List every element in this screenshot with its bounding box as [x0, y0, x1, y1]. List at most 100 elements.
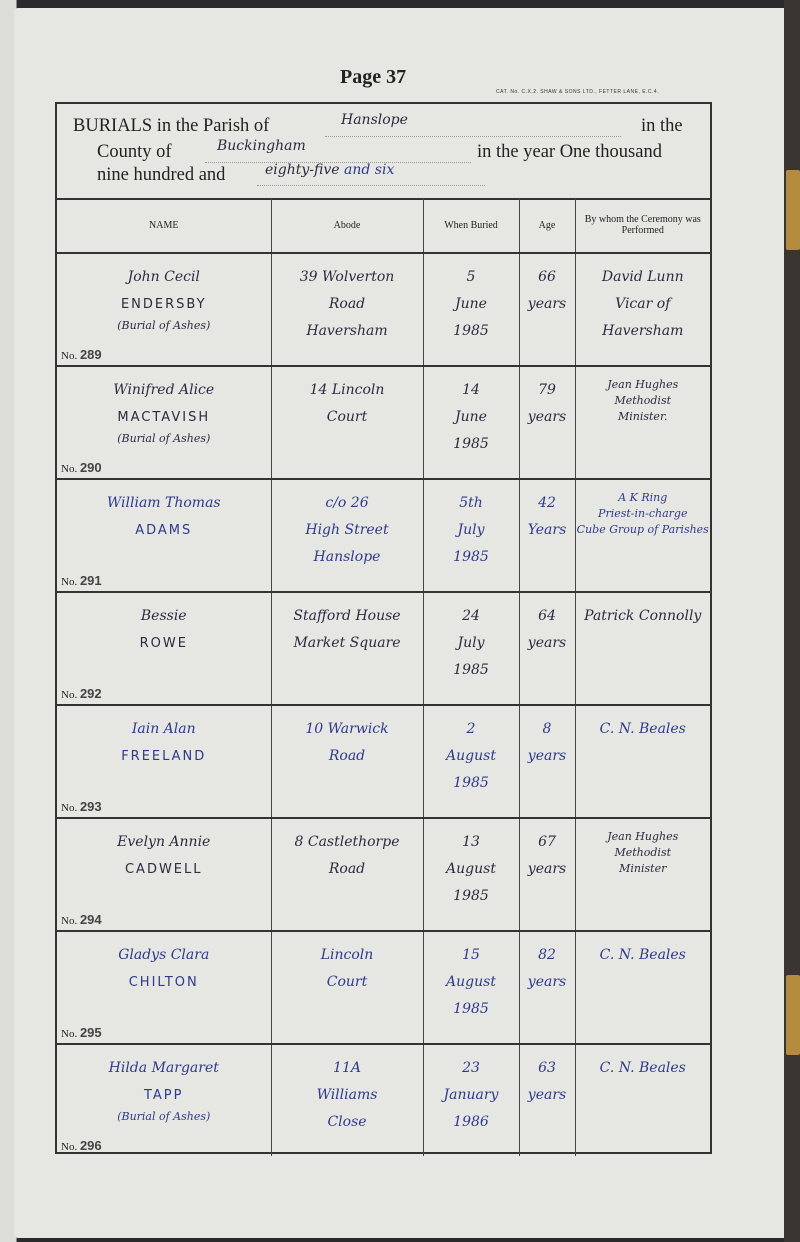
forenames: Bessie: [140, 608, 187, 624]
number-value: 295: [79, 1025, 102, 1040]
age-line: years: [527, 974, 567, 990]
entry-number: No. 296: [61, 1139, 102, 1154]
surname: ENDERSBY: [120, 297, 207, 312]
abode-line: Lincoln: [320, 947, 374, 963]
burial-entry-row: John Cecil ENDERSBY (Burial of Ashes) No…: [57, 253, 710, 367]
burial-entry-row: Hilda Margaret TAPP (Burial of Ashes) No…: [57, 1044, 710, 1156]
age-line: 66: [538, 269, 556, 285]
buried-line: 24: [462, 608, 480, 624]
age-line: years: [527, 1087, 567, 1103]
number-value: 291: [79, 573, 102, 588]
binder-clip: [786, 975, 800, 1055]
name-cell: Hilda Margaret TAPP (Burial of Ashes) No…: [57, 1044, 272, 1156]
abode-line: Road: [328, 861, 366, 877]
abode-line: Road: [328, 296, 366, 312]
entry-number: No. 292: [61, 687, 102, 702]
buried-line: 1985: [453, 1001, 489, 1017]
buried-line: 1985: [453, 662, 489, 678]
burial-entry-row: Iain Alan FREELAND No. 293 10 Warwick Roa…: [57, 705, 710, 819]
abode-line: 10 Warwick: [305, 721, 389, 737]
age-cell: 82 years: [519, 931, 576, 1045]
age-line: Years: [527, 522, 567, 538]
burial-entry-row: Evelyn Annie CADWELL No. 294 8 Castletho…: [57, 818, 710, 932]
officiant-line: Minister: [619, 862, 667, 875]
number-prefix: No.: [61, 576, 78, 588]
buried-line: August: [446, 748, 496, 764]
abode-cell: Stafford House Market Square: [271, 592, 424, 706]
officiant-line: A K Ring: [618, 491, 668, 504]
abode-line: 11A: [333, 1060, 361, 1076]
year-words: eighty-five: [265, 162, 340, 178]
header-line2-prefix: County of: [97, 142, 172, 162]
number-value: 289: [79, 347, 102, 362]
catalogue-number: CAT. No. C.X.2. SHAW & SONS LTD., FETTER…: [496, 89, 660, 95]
burial-entry-row: William Thomas ADAMS No. 291 c/o 26 High …: [57, 479, 710, 593]
age-line: 79: [538, 382, 556, 398]
surname: ROWE: [139, 636, 188, 651]
age-cell: 8 years: [519, 705, 576, 819]
officiant-cell: Jean Hughes Methodist Minister: [575, 818, 710, 932]
buried-line: August: [446, 861, 496, 877]
officiant-line: Methodist: [614, 394, 672, 407]
age-line: 42: [538, 495, 556, 511]
column-header-when-buried: When Buried: [423, 198, 520, 254]
surname: MACTAVISH: [117, 410, 211, 425]
number-prefix: No.: [61, 463, 78, 475]
buried-line: 5: [466, 269, 476, 285]
number-prefix: No.: [61, 350, 78, 362]
abode-cell: 14 Lincoln Court: [271, 366, 424, 480]
parish-value: Hanslope: [341, 112, 408, 128]
buried-line: June: [455, 296, 487, 312]
number-value: 293: [79, 799, 102, 814]
column-header-age: Age: [519, 198, 576, 254]
name-cell: Bessie ROWE No. 292: [57, 592, 272, 706]
officiant-line: C. N. Beales: [599, 947, 686, 963]
abode-line: 8 Castlethorpe: [294, 834, 400, 850]
abode-cell: c/o 26 High Street Hanslope: [271, 479, 424, 593]
number-prefix: No.: [61, 915, 78, 927]
officiant-cell: C. N. Beales: [575, 705, 710, 819]
entry-note: (Burial of Ashes): [117, 432, 211, 445]
when-buried-cell: 13 August 1985: [423, 818, 520, 932]
age-line: years: [527, 296, 567, 312]
age-line: 63: [538, 1060, 556, 1076]
buried-line: 1985: [453, 775, 489, 791]
buried-line: June: [455, 409, 487, 425]
forenames: Hilda Margaret: [108, 1060, 219, 1076]
binder-clip: [786, 170, 800, 250]
officiant-cell: Jean Hughes Methodist Minister.: [575, 366, 710, 480]
year-value: eighty-five and six: [265, 162, 394, 178]
entry-number: No. 295: [61, 1026, 102, 1041]
age-line: years: [527, 409, 567, 425]
form-header: BURIALS in the Parish of Hanslope in the…: [57, 104, 710, 200]
name-cell: Iain Alan FREELAND No. 293: [57, 705, 272, 819]
buried-line: 5th: [459, 495, 483, 511]
column-header-abode: Abode: [271, 198, 424, 254]
abode-line: Close: [327, 1114, 367, 1130]
buried-line: 1985: [453, 323, 489, 339]
abode-line: Road: [328, 748, 366, 764]
surname: FREELAND: [121, 749, 207, 764]
buried-line: 14: [462, 382, 480, 398]
officiant-line: Methodist: [614, 846, 672, 859]
abode-line: Stafford House: [293, 608, 401, 624]
number-value: 290: [79, 460, 102, 475]
buried-line: January: [443, 1087, 499, 1103]
buried-line: July: [457, 522, 485, 538]
number-value: 292: [79, 686, 102, 701]
abode-line: Hanslope: [313, 549, 381, 565]
surname: CADWELL: [124, 862, 203, 877]
officiant-line: Minister.: [617, 410, 668, 423]
buried-line: 23: [462, 1060, 480, 1076]
burial-entry-row: Winifred Alice MACTAVISH (Burial of Ashe…: [57, 366, 710, 480]
abode-cell: 11A Williams Close: [271, 1044, 424, 1156]
header-line2-suffix: in the year One thousand: [477, 142, 662, 162]
officiant-line: C. N. Beales: [599, 721, 686, 737]
abode-line: Haversham: [306, 323, 388, 339]
abode-cell: 10 Warwick Road: [271, 705, 424, 819]
age-cell: 63 years: [519, 1044, 576, 1156]
officiant-line: David Lunn: [601, 269, 684, 285]
number-value: 296: [79, 1138, 102, 1153]
number-prefix: No.: [61, 689, 78, 701]
entry-number: No. 291: [61, 574, 102, 589]
